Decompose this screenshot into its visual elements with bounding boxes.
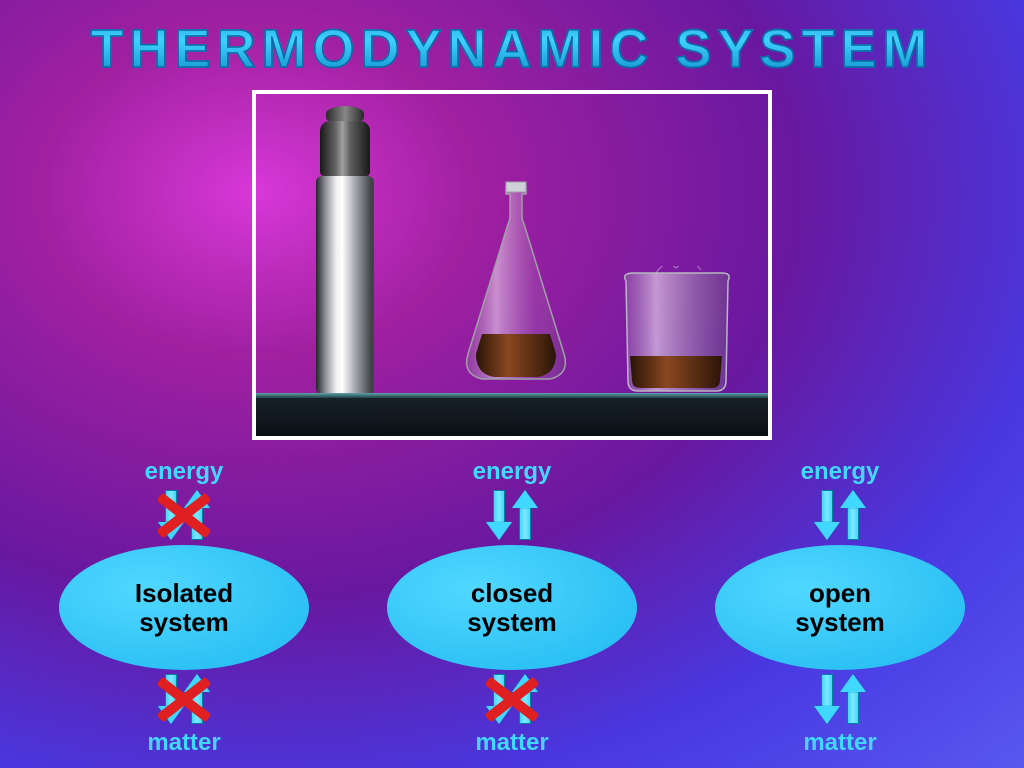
arrow-down-icon [488,490,510,540]
arrow-down-icon [816,674,838,724]
energy-arrows [482,488,542,543]
matter-arrows [482,672,542,727]
arrow-up-icon [514,490,536,540]
beaker-illustration [616,266,736,396]
matter-arrows [154,672,214,727]
energy-label: energy [145,458,224,486]
system-ellipse: opensystem [715,545,965,670]
system-open: energy opensystem matter [685,458,995,768]
thermos-illustration [306,106,384,396]
energy-label: energy [473,458,552,486]
arrow-up-icon [514,674,536,724]
energy-arrows [810,488,870,543]
system-ellipse: closedsystem [387,545,637,670]
system-ellipse: Isolatedsystem [59,545,309,670]
arrow-down-icon [488,674,510,724]
arrow-up-icon [186,490,208,540]
arrow-down-icon [160,674,182,724]
system-label: closedsystem [467,579,557,636]
system-label: Isolatedsystem [135,579,233,636]
energy-label: energy [801,458,880,486]
arrow-up-icon [842,674,864,724]
arrow-down-icon [816,490,838,540]
matter-arrows [810,672,870,727]
hero-photo [252,90,772,440]
matter-label: matter [147,729,220,757]
page-title: THERMODYNAMIC SYSTEM [0,0,1024,80]
flask-illustration [456,176,576,396]
system-label: opensystem [795,579,885,636]
arrow-down-icon [160,490,182,540]
system-closed: energy closedsystem matter [357,458,667,768]
energy-arrows [154,488,214,543]
system-isolated: energy Isolatedsystem matter [29,458,339,768]
matter-label: matter [803,729,876,757]
arrow-up-icon [842,490,864,540]
systems-row: energy Isolatedsystem matter energy clos… [0,458,1024,768]
matter-label: matter [475,729,548,757]
arrow-up-icon [186,674,208,724]
